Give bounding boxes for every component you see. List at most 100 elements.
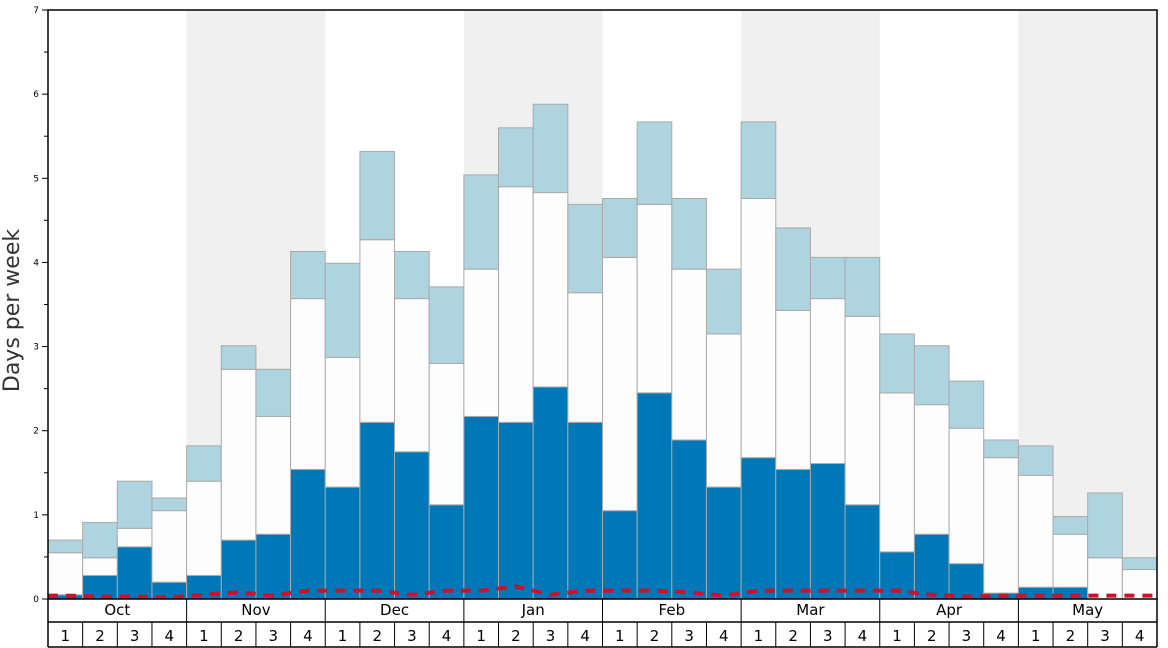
bar-light-week-28 <box>983 439 1019 459</box>
bar-dark-week-27 <box>948 563 985 600</box>
bar-light-week-11 <box>394 250 430 300</box>
bar-dark-week-15 <box>532 386 569 600</box>
bar-light-week-5 <box>186 445 222 482</box>
month-label-oct: Oct <box>104 601 130 619</box>
bar-white-week-9 <box>324 357 361 488</box>
week-label-feb-4: 4 <box>719 627 729 645</box>
week-label-oct-4: 4 <box>165 627 175 645</box>
bar-dark-week-11 <box>394 451 430 600</box>
week-label-dec-1: 1 <box>338 627 348 645</box>
bar-white-week-5 <box>186 480 222 576</box>
bar-light-week-14 <box>498 127 534 188</box>
month-label-feb: Feb <box>659 601 686 619</box>
bar-white-week-31 <box>1087 557 1123 600</box>
bar-white-week-11 <box>394 298 430 453</box>
bar-light-week-32 <box>1121 557 1158 571</box>
bar-white-week-3 <box>116 527 153 548</box>
week-label-oct-2: 2 <box>95 627 105 645</box>
ytick-label-7: 7 <box>33 6 39 16</box>
bar-light-week-12 <box>428 286 465 364</box>
bar-white-week-22 <box>775 309 811 470</box>
week-label-oct-3: 3 <box>130 627 140 645</box>
week-label-oct-1: 1 <box>61 627 71 645</box>
week-label-may-1: 1 <box>1031 627 1041 645</box>
bar-light-week-30 <box>1052 516 1089 535</box>
week-label-jan-2: 2 <box>511 627 521 645</box>
week-label-nov-2: 2 <box>234 627 244 645</box>
bar-light-week-10 <box>359 150 396 241</box>
bar-dark-week-26 <box>913 533 950 600</box>
bar-white-week-30 <box>1052 533 1089 588</box>
bar-dark-week-20 <box>705 486 742 600</box>
bar-light-week-25 <box>879 333 915 394</box>
week-label-mar-3: 3 <box>823 627 833 645</box>
bar-white-week-21 <box>740 197 777 459</box>
week-label-feb-1: 1 <box>615 627 625 645</box>
week-label-apr-4: 4 <box>996 627 1006 645</box>
axes <box>42 9 1158 648</box>
bar-white-week-29 <box>1017 474 1054 588</box>
week-label-may-3: 3 <box>1100 627 1110 645</box>
bar-white-week-1 <box>47 552 84 596</box>
bar-light-week-23 <box>809 256 846 300</box>
bar-white-week-13 <box>463 268 500 417</box>
week-label-dec-3: 3 <box>407 627 417 645</box>
week-label-may-4: 4 <box>1135 627 1145 645</box>
week-label-nov-4: 4 <box>303 627 313 645</box>
bar-light-week-1 <box>47 539 84 554</box>
bar-white-week-16 <box>567 292 603 423</box>
week-label-apr-3: 3 <box>962 627 972 645</box>
bar-dark-week-3 <box>116 546 153 600</box>
bar-dark-week-18 <box>636 392 673 600</box>
bar-dark-week-7 <box>255 533 292 600</box>
bar-light-week-3 <box>116 480 153 529</box>
bar-dark-week-14 <box>498 421 534 600</box>
bar-dark-week-16 <box>567 421 603 600</box>
bar-light-week-6 <box>220 345 257 370</box>
bar-dark-week-13 <box>463 415 500 600</box>
bar-dark-week-23 <box>809 463 846 600</box>
bar-light-week-7 <box>255 368 292 417</box>
week-label-may-2: 2 <box>1066 627 1076 645</box>
bar-white-week-6 <box>220 368 257 541</box>
bar-light-week-9 <box>324 262 361 359</box>
week-label-jan-3: 3 <box>546 627 556 645</box>
bar-white-week-24 <box>844 315 881 506</box>
bar-light-week-26 <box>913 345 950 406</box>
week-label-nov-1: 1 <box>199 627 209 645</box>
month-label-apr: Apr <box>936 601 963 619</box>
bar-dark-week-12 <box>428 504 465 600</box>
bar-light-week-19 <box>671 197 707 270</box>
bar-light-week-8 <box>290 250 326 300</box>
month-label-dec: Dec <box>380 601 409 619</box>
bar-dark-week-6 <box>220 539 257 600</box>
bar-light-week-13 <box>463 174 500 270</box>
ytick-label-6: 6 <box>33 90 39 100</box>
bar-light-week-16 <box>567 203 603 294</box>
ytick-label-4: 4 <box>33 258 39 268</box>
y-axis-label: Days per week <box>0 229 25 392</box>
bar-dark-week-17 <box>602 510 638 600</box>
dashed-line-series <box>48 584 1157 600</box>
bar-dark-week-10 <box>359 421 396 600</box>
ytick-label-1: 1 <box>33 511 39 521</box>
bar-white-week-17 <box>602 256 638 512</box>
bar-white-week-10 <box>359 239 396 423</box>
bar-white-week-14 <box>498 186 534 423</box>
bar-stacks <box>47 103 1158 600</box>
ytick-label-2: 2 <box>33 427 39 437</box>
bar-dark-week-24 <box>844 504 881 600</box>
bar-light-week-20 <box>705 268 742 335</box>
ytick-label-5: 5 <box>33 174 39 184</box>
month-label-jan: Jan <box>521 601 545 619</box>
bar-light-week-29 <box>1017 445 1054 476</box>
bar-light-week-17 <box>602 197 638 258</box>
bar-white-week-15 <box>532 192 569 388</box>
bar-light-week-2 <box>82 521 118 559</box>
bar-light-week-4 <box>151 497 188 512</box>
bar-dark-week-21 <box>740 457 777 600</box>
bar-dark-week-19 <box>671 439 707 600</box>
month-label-mar: Mar <box>796 601 825 619</box>
